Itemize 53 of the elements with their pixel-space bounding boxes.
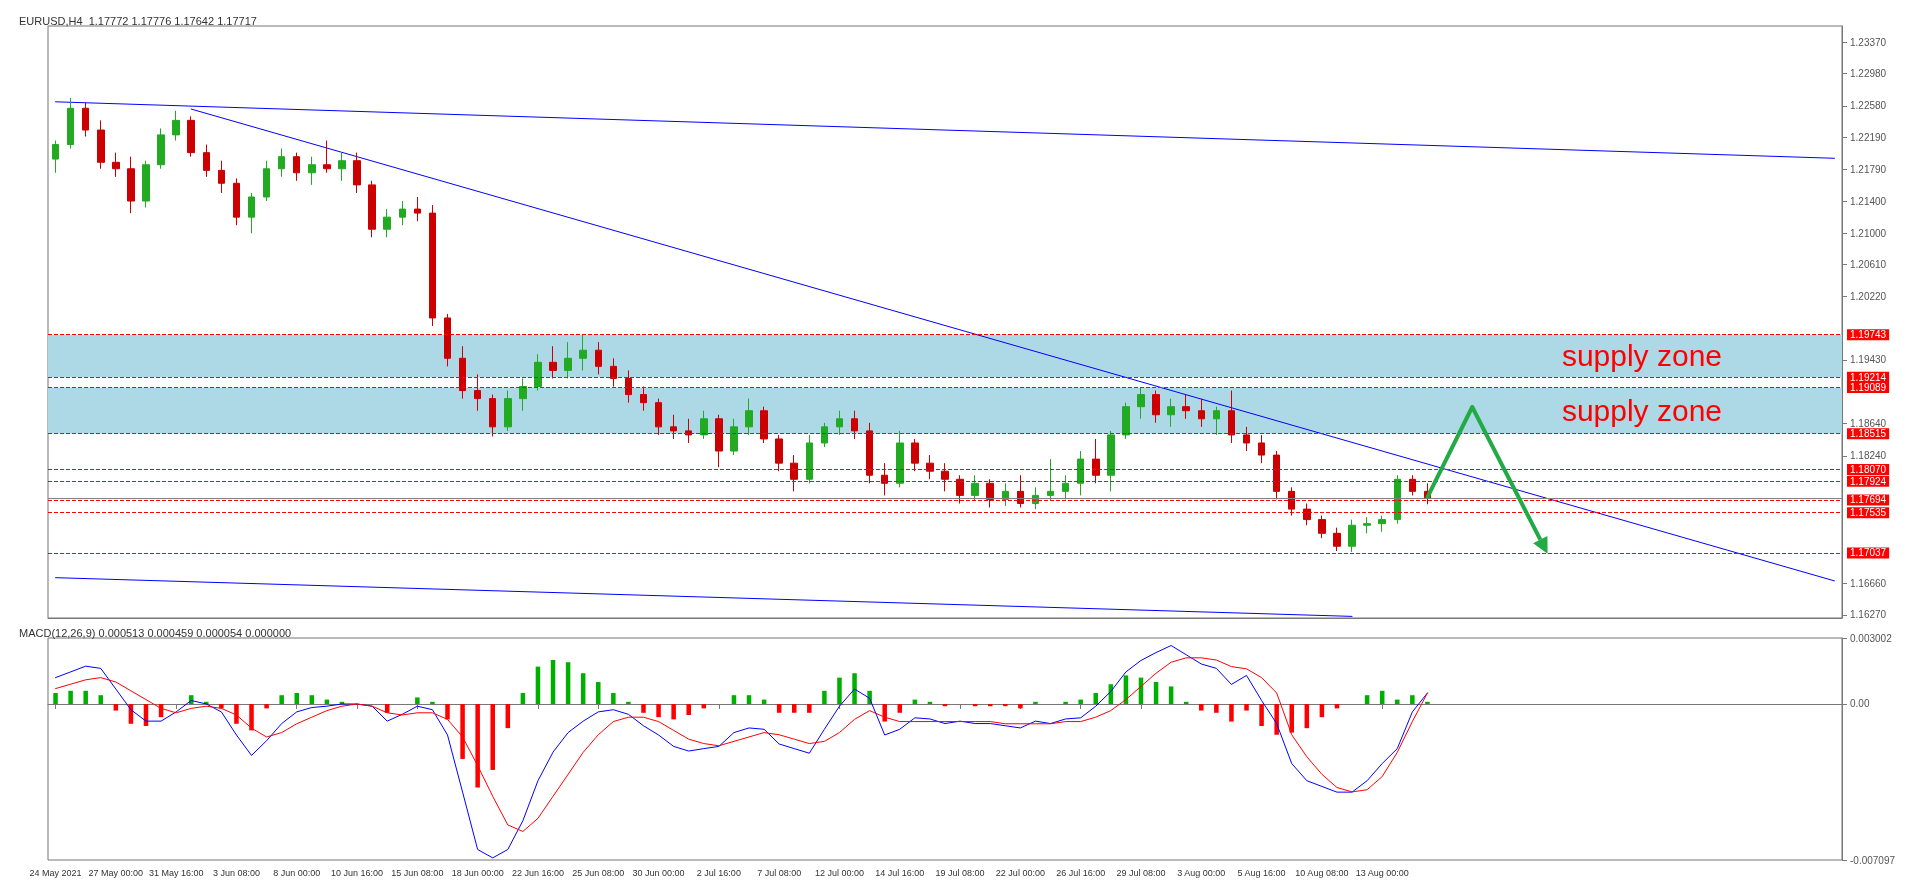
ref-line-label: 1.19214 xyxy=(1850,371,1887,383)
x-tick-label: 27 May 00:00 xyxy=(88,867,144,878)
x-tick-label: 31 May 16:00 xyxy=(148,867,204,878)
y-tick-label: 1.21790 xyxy=(1850,164,1887,176)
x-tick-label: 3 Aug 00:00 xyxy=(1177,867,1226,878)
ref-line-label: 1.18515 xyxy=(1850,428,1887,440)
y-tick-label: 1.21400 xyxy=(1850,195,1887,207)
band-label: supply zone xyxy=(1561,394,1722,428)
ref-line-label: 1.19743 xyxy=(1850,329,1887,341)
band-label: supply zone xyxy=(1561,339,1722,373)
y-tick-label: 0.003002 xyxy=(1850,632,1893,644)
x-tick-label: 10 Jun 16:00 xyxy=(331,867,384,878)
x-tick-label: 19 Jul 08:00 xyxy=(935,867,985,878)
x-tick-label: 26 Jul 16:00 xyxy=(1056,867,1106,878)
x-tick-label: 22 Jul 00:00 xyxy=(995,867,1045,878)
y-tick-label: 1.18240 xyxy=(1850,450,1887,462)
x-tick-label: 2 Jul 16:00 xyxy=(696,867,741,878)
y-tick-label: 1.22980 xyxy=(1850,68,1887,80)
ref-line-label: 1.18070 xyxy=(1850,464,1887,476)
y-tick-label: 1.18640 xyxy=(1850,418,1887,430)
x-tick-label: 5 Aug 16:00 xyxy=(1237,867,1286,878)
x-tick-label: 3 Jun 08:00 xyxy=(212,867,260,878)
x-tick-label: 24 May 2021 xyxy=(29,867,82,878)
ref-line-label: 1.17037 xyxy=(1850,547,1887,559)
y-tick-label: 1.19430 xyxy=(1850,354,1887,366)
y-tick-label: 1.20610 xyxy=(1850,259,1887,271)
x-tick-label: 10 Aug 08:00 xyxy=(1295,867,1349,878)
x-tick-label: 8 Jun 00:00 xyxy=(273,867,321,878)
x-tick-label: 30 Jun 00:00 xyxy=(632,867,685,878)
x-tick-label: 14 Jul 16:00 xyxy=(875,867,925,878)
y-tick-label: 1.21000 xyxy=(1850,227,1887,239)
ref-line-label: 1.17535 xyxy=(1850,507,1887,519)
x-tick-label: 13 Aug 00:00 xyxy=(1355,867,1409,878)
x-tick-label: 29 Jul 08:00 xyxy=(1116,867,1166,878)
ref-line-label: 1.19089 xyxy=(1850,381,1887,393)
ref-line-label: 1.17694 xyxy=(1850,494,1887,506)
y-tick-label: -0.007097 xyxy=(1850,854,1896,866)
x-tick-label: 15 Jun 08:00 xyxy=(391,867,444,878)
y-tick-label: 1.22190 xyxy=(1850,131,1887,143)
x-tick-label: 12 Jul 00:00 xyxy=(814,867,864,878)
chart-title: EURUSD,H4 1.17772 1.17776 1.17642 1.17717 xyxy=(19,14,257,27)
x-tick-label: 25 Jun 08:00 xyxy=(572,867,625,878)
y-tick-label: 1.16270 xyxy=(1850,609,1887,621)
x-tick-label: 7 Jul 08:00 xyxy=(757,867,802,878)
y-tick-label: 1.22580 xyxy=(1850,100,1887,112)
x-tick-label: 18 Jun 00:00 xyxy=(451,867,504,878)
ref-line-label: 1.17924 xyxy=(1850,475,1887,487)
y-tick-label: 1.16660 xyxy=(1850,577,1887,589)
y-tick-label: 0.00 xyxy=(1850,698,1870,710)
y-tick-label: 1.23370 xyxy=(1850,36,1887,48)
chart-title: MACD(12,26,9) 0.000513 0.000459 0.000054 0.000000 xyxy=(19,626,292,639)
x-tick-label: 22 Jun 16:00 xyxy=(511,867,564,878)
y-tick-label: 1.20220 xyxy=(1850,290,1887,302)
